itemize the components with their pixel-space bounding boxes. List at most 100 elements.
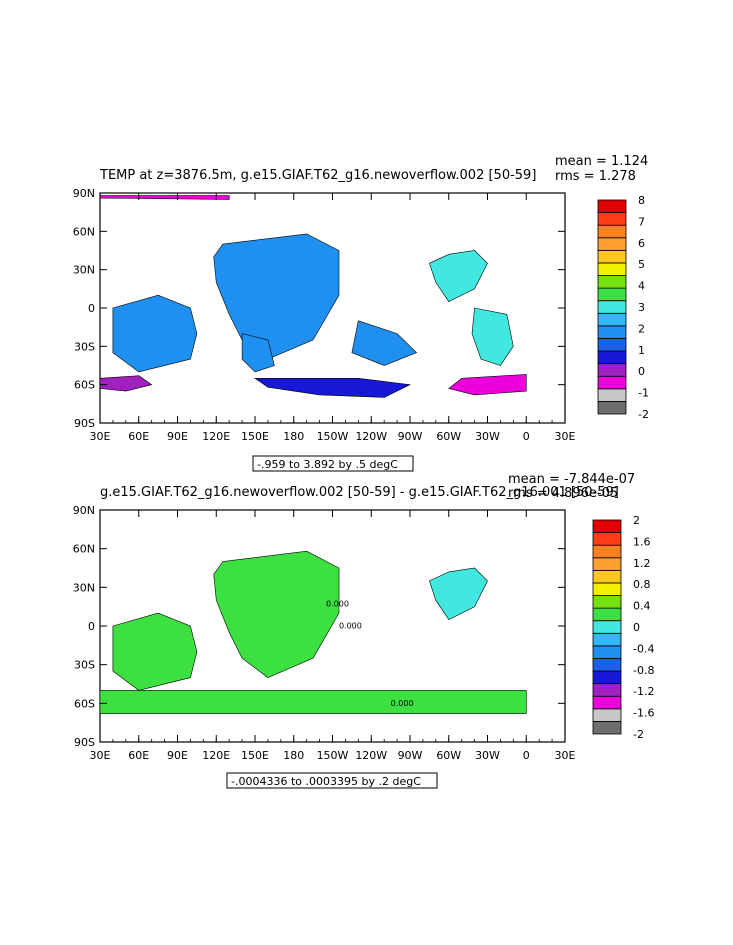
x-tick-label: 120E xyxy=(202,749,230,762)
colorbar-box xyxy=(597,350,627,365)
colorbar-box xyxy=(597,338,627,352)
colorbar-box xyxy=(597,401,627,415)
x-tick-label: 60W xyxy=(436,749,461,762)
map-bottom: 30E 60E 90E 120E 150E 180 150W 120W 90W 60W 30W 0 30… xyxy=(73,504,576,762)
colorbar-label: -2 xyxy=(633,728,644,741)
region-indian-deep xyxy=(112,294,198,373)
colorbar-box xyxy=(592,557,622,571)
colorbar-label: 0 xyxy=(633,621,640,634)
y-tick-label: 30N xyxy=(73,581,95,594)
colorbar-box xyxy=(597,300,627,314)
x-tick-label: 90E xyxy=(167,749,188,762)
colorbar-box xyxy=(592,721,622,735)
region-atlantic-north xyxy=(429,250,488,302)
colorbar-label: 0.4 xyxy=(633,600,651,613)
panel-bottom-rms: rms = 4.896e-05 xyxy=(508,486,618,501)
colorbar-label: 2 xyxy=(638,322,645,335)
x-tick-label: 90W xyxy=(398,430,423,443)
colorbar-label: 5 xyxy=(638,258,645,271)
colorbar-label: -1 xyxy=(638,387,649,400)
colorbar-label: -0.8 xyxy=(633,664,654,677)
colorbar-box xyxy=(597,212,627,226)
panel-top-title: TEMP at z=3876.5m, g.e15.GIAF.T62_g16.ne… xyxy=(99,168,536,183)
colorbar-box xyxy=(592,544,622,559)
panel-top-mean: mean = 1.124 xyxy=(555,154,648,169)
colorbar-box xyxy=(597,275,627,289)
colorbar-box xyxy=(592,658,622,672)
contour-annotation: 0.000 xyxy=(326,600,349,609)
colorbar-label: -0.4 xyxy=(633,642,654,655)
x-tick-label: 60W xyxy=(436,430,461,443)
colorbar-label: -2 xyxy=(638,408,649,421)
colorbar-label: 0 xyxy=(638,365,645,378)
contour-annotation: 0.000 xyxy=(391,699,414,708)
colorbar-box xyxy=(597,262,627,276)
colorbar-label: -1.2 xyxy=(633,685,654,698)
colorbar-box xyxy=(592,582,622,596)
colorbar-top: 8 7 6 5 4 3 2 1 0 -1 -2 xyxy=(597,194,649,421)
x-tick-label: 30W xyxy=(475,749,500,762)
x-tick-label: 60E xyxy=(128,749,149,762)
x-tick-label: 150E xyxy=(241,749,269,762)
colorbar-box xyxy=(592,595,622,609)
y-tick-label: 30S xyxy=(74,659,95,672)
colorbar-box xyxy=(597,388,627,402)
colorbar-box xyxy=(592,645,622,659)
colorbar-label: 1.2 xyxy=(633,557,651,570)
colorbar-box xyxy=(597,325,627,339)
contour-annotation: 0.000 xyxy=(339,622,362,631)
y-tick-label: 60N xyxy=(73,543,95,556)
region-acc-deep xyxy=(254,377,412,398)
x-tick-label: 180 xyxy=(283,749,304,762)
region-pacific-diff xyxy=(213,550,340,678)
contour-info-top: -.959 to 3.892 by .5 degC xyxy=(257,458,398,471)
x-tick-label: 30E xyxy=(90,430,111,443)
y-tick-label: 60S xyxy=(74,697,95,710)
region-tasman xyxy=(241,333,275,373)
contour-info-bottom: -.0004336 to .0003395 by .2 degC xyxy=(231,775,421,788)
region-indian-diff xyxy=(112,612,198,691)
x-tick-label: 30E xyxy=(90,749,111,762)
y-tick-label: 60S xyxy=(74,379,95,392)
panel-top-rms: rms = 1.278 xyxy=(555,169,636,184)
colorbar-box xyxy=(597,287,627,302)
panel-bottom-mean: mean = -7.844e-07 xyxy=(508,472,635,487)
x-tick-label: 30E xyxy=(555,749,576,762)
colorbar-label: 7 xyxy=(638,215,645,228)
colorbar-label: 0.8 xyxy=(633,578,651,591)
y-tick-label: 0 xyxy=(88,620,95,633)
region-atlantic-south xyxy=(471,307,514,366)
colorbar-box xyxy=(592,532,622,546)
y-tick-label: 30N xyxy=(73,264,95,277)
contour-info-box-top xyxy=(252,455,414,472)
colorbar-box xyxy=(592,569,622,584)
colorbar-box xyxy=(597,224,627,239)
colorbar-box xyxy=(597,199,627,213)
colorbar-bottom: 2 1.6 1.2 0.8 0.4 0 -0.4 -0.8 -1.2 -1.6 -2 xyxy=(592,514,654,741)
x-tick-label: 150W xyxy=(317,749,349,762)
colorbar-box xyxy=(592,670,622,685)
colorbar-box xyxy=(597,312,627,327)
colorbar-box xyxy=(592,708,622,722)
colorbar-box xyxy=(597,249,627,264)
colorbar-box xyxy=(592,695,622,710)
colorbar-label: 6 xyxy=(638,237,645,250)
x-tick-label: 90E xyxy=(167,430,188,443)
y-tick-label: 0 xyxy=(88,302,95,315)
colorbar-label: 1 xyxy=(638,344,645,357)
region-se-pacific xyxy=(351,320,418,366)
x-tick-label: 120E xyxy=(202,430,230,443)
x-tick-label: 60E xyxy=(128,430,149,443)
colorbar-label: 8 xyxy=(638,194,645,207)
colorbar-box xyxy=(592,683,622,697)
y-tick-label: 90N xyxy=(73,187,95,200)
y-tick-label: 90N xyxy=(73,504,95,517)
x-tick-label: 30E xyxy=(555,430,576,443)
colorbar-box xyxy=(597,237,627,251)
x-tick-label: 30W xyxy=(475,430,500,443)
x-tick-label: 0 xyxy=(523,749,530,762)
region-atlantic-diff xyxy=(429,567,488,620)
x-tick-label: 150E xyxy=(241,430,269,443)
x-tick-label: 0 xyxy=(523,430,530,443)
colorbar-label: 2 xyxy=(633,514,640,527)
